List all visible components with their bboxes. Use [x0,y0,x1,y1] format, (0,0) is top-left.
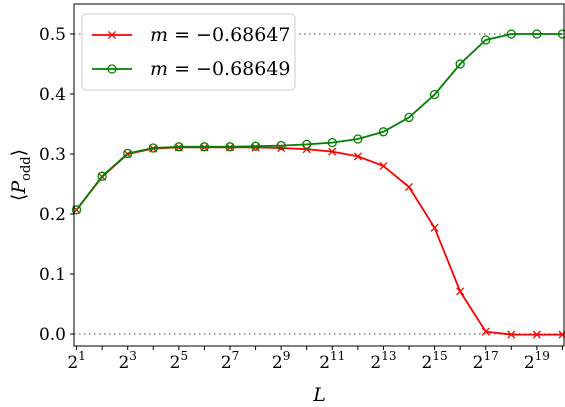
legend-item-green: m = −0.68649 [92,58,291,80]
data-point-s0-13 [404,182,414,192]
y-axis-title-open-bracket: ⟨ [8,194,30,201]
y-tick-label-0: 0.0 [39,325,66,345]
data-point-s1-1 [97,171,107,181]
reference-lines [74,33,565,335]
x-tick-label-9: 219 [524,349,550,373]
legend-marker-shape-0 [107,30,117,40]
x-tick-label-0: 21 [67,349,85,373]
data-point-s1-18 [532,29,542,39]
data-point-s1-19 [557,29,565,39]
legend-label-green: m = −0.68649 [150,58,291,80]
data-point-s1-13 [404,112,414,123]
y-axis-title: ⟨Podd⟩ [8,149,34,201]
data-point-s0-17 [507,330,516,339]
data-point-s1-5 [199,142,210,152]
plot-frame [73,3,565,347]
data-point-s0-10 [328,147,337,156]
legend-item-red: m = −0.68647 [92,24,291,46]
y-tick-label-3: 0.3 [39,145,66,165]
legend-marker-shape-1 [107,64,117,74]
x-tick-label-4: 29 [272,349,290,373]
data-point-s1-2 [123,148,133,159]
data-point-s1-16 [481,35,491,45]
legend-box [81,13,296,91]
data-point-s0-15 [456,287,465,296]
y-axis-title-subscript: odd [19,156,34,180]
data-point-s0-16 [481,327,490,336]
series-0 [72,143,565,339]
data-point-s1-17 [506,29,516,39]
data-point-s1-12 [378,127,389,137]
legend-marker-circle [107,64,117,74]
x-tick-label-2: 25 [170,349,188,373]
legend: m = −0.68647 m = −0.68649 [81,13,296,91]
data-point-s0-18 [532,330,541,339]
data-point-s1-11 [353,134,363,144]
x-tick-label-3: 27 [221,349,239,373]
data-point-s1-6 [225,142,235,152]
data-point-s1-3 [148,143,158,153]
x-axis-ticks: 21 23 25 27 29 211 213 215 217 219 [67,346,563,373]
x-tick-label-1: 23 [118,349,136,373]
x-axis-title: L [312,384,326,406]
x-tick-label-5: 211 [319,349,345,373]
y-axis-ticks: 0.0 0.1 0.2 0.3 0.4 0.5 [39,25,74,345]
y-tick-label-2: 0.2 [39,205,66,225]
y-axis-title-close-bracket: ⟩ [8,149,30,156]
data-point-s0-9 [302,145,311,154]
y-tick-label-5: 0.5 [39,25,66,45]
legend-label-red: m = −0.68647 [150,24,291,46]
y-tick-label-4: 0.4 [39,85,66,105]
series-1 [71,29,565,215]
data-point-s1-7 [250,141,261,151]
x-tick-label-8: 217 [473,349,499,373]
data-point-s1-14 [429,89,440,100]
data-point-s0-14 [430,223,439,232]
svg-text:⟨Podd⟩: ⟨Podd⟩ [8,149,34,201]
data-point-s1-10 [327,137,337,148]
data-point-s0-12 [379,161,388,171]
x-tick-label-7: 215 [422,349,448,373]
x-tick-label-6: 213 [370,349,396,373]
data-point-s0-11 [353,152,362,161]
data-point-s1-4 [174,142,184,152]
series-layer [71,29,565,339]
data-point-s1-8 [276,140,286,151]
y-axis-title-symbol: P [8,180,30,195]
y-tick-label-1: 0.1 [39,265,66,285]
data-point-s1-15 [455,59,465,69]
data-point-s1-0 [71,205,82,215]
legend-marker-x [107,30,117,40]
series-line-0 [75,146,563,336]
data-point-s1-9 [302,139,312,150]
